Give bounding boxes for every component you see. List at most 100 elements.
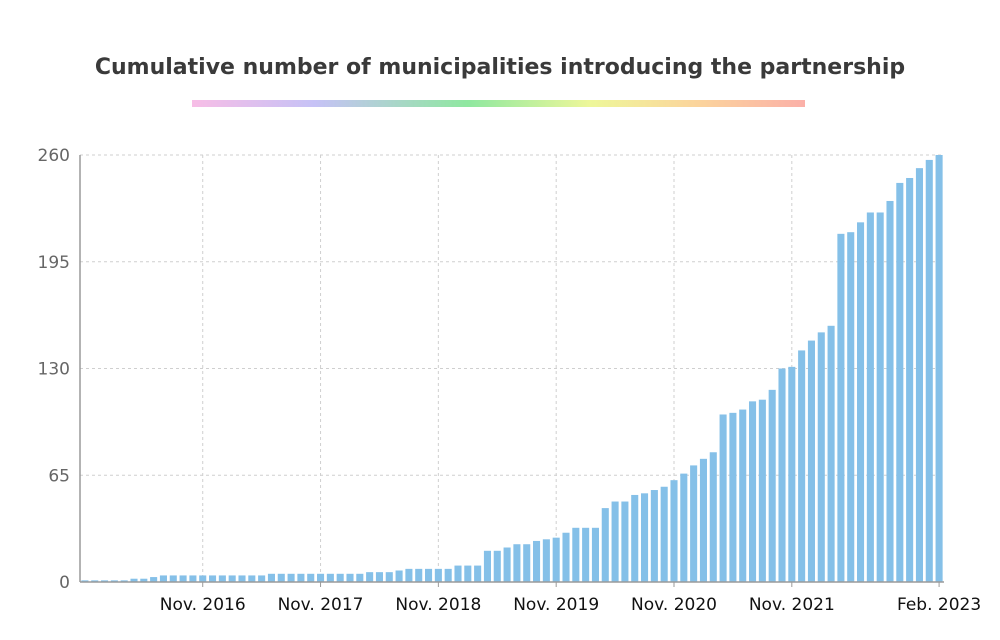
bar	[915, 168, 923, 582]
bar	[513, 544, 521, 582]
bar	[758, 399, 766, 582]
bar	[729, 412, 737, 582]
bar	[307, 573, 315, 582]
title-underline	[192, 100, 805, 107]
x-tick-label: Nov. 2019	[513, 595, 599, 615]
bar	[503, 547, 511, 582]
bar	[179, 575, 187, 582]
bar	[267, 573, 275, 582]
bar	[405, 568, 413, 582]
x-tick-label: Nov. 2020	[631, 595, 717, 615]
bar	[906, 177, 914, 583]
x-tick-label: Nov. 2021	[749, 595, 835, 615]
bar	[621, 501, 629, 582]
bar	[798, 350, 806, 582]
y-tick-label: 260	[38, 146, 70, 166]
bar	[218, 575, 226, 582]
bar	[81, 580, 89, 582]
bar	[641, 493, 649, 582]
bar	[739, 409, 747, 582]
bar	[238, 575, 246, 582]
x-tick-label: Feb. 2023	[897, 595, 981, 615]
bar	[454, 565, 462, 582]
bar	[297, 573, 305, 582]
bar	[248, 575, 256, 582]
y-tick-label: 0	[59, 573, 70, 593]
bar	[120, 580, 128, 582]
bar	[542, 539, 550, 582]
bar	[768, 389, 776, 582]
bar	[837, 233, 845, 582]
bar	[572, 527, 580, 582]
bar	[336, 573, 344, 582]
y-tick-label: 65	[48, 466, 70, 486]
bar	[552, 537, 560, 582]
bar	[159, 575, 167, 582]
bar	[827, 325, 835, 582]
bar	[670, 480, 678, 582]
bar	[925, 159, 933, 582]
bar	[857, 222, 865, 582]
bar	[385, 572, 393, 582]
bar	[91, 580, 99, 582]
x-tick-label: Nov. 2016	[160, 595, 246, 615]
bar	[591, 527, 599, 582]
bar	[434, 568, 442, 582]
bar	[287, 573, 295, 582]
bar	[896, 182, 904, 583]
bar	[415, 568, 423, 582]
bar	[719, 414, 727, 582]
bar	[326, 573, 334, 582]
bar	[258, 575, 266, 582]
bar	[631, 494, 639, 582]
bar	[935, 155, 943, 582]
bar	[228, 575, 236, 582]
bar	[493, 550, 501, 582]
bar	[709, 452, 717, 582]
bar	[101, 580, 109, 582]
bar	[876, 212, 884, 583]
bar	[582, 527, 590, 582]
y-tick-label: 195	[38, 253, 70, 273]
bar	[464, 565, 472, 582]
bar	[395, 570, 403, 582]
bar	[817, 332, 825, 582]
bar	[199, 575, 207, 582]
chart-title: Cumulative number of municipalities intr…	[94, 55, 906, 80]
bar	[483, 550, 491, 582]
bar	[474, 565, 482, 582]
bar	[601, 508, 609, 582]
x-tick-label: Nov. 2018	[395, 595, 481, 615]
bar	[886, 200, 894, 583]
bar	[788, 366, 796, 582]
bar	[807, 340, 815, 582]
bar	[523, 544, 531, 582]
bar	[317, 573, 325, 582]
bar	[366, 572, 374, 582]
bar	[140, 578, 148, 582]
bar	[699, 458, 707, 582]
bar	[562, 532, 570, 582]
bar	[150, 577, 158, 582]
bar	[425, 568, 433, 582]
bar	[209, 575, 217, 582]
bar	[189, 575, 197, 582]
bar	[749, 401, 757, 582]
bar	[847, 232, 855, 582]
bar	[110, 580, 118, 582]
y-tick-label: 130	[38, 360, 70, 380]
bar	[611, 501, 619, 582]
bar	[680, 473, 688, 582]
bar	[346, 573, 354, 582]
bar	[375, 572, 383, 582]
x-tick-label: Nov. 2017	[278, 595, 364, 615]
bar	[690, 465, 698, 582]
bar	[533, 540, 541, 582]
bar	[650, 490, 658, 582]
bar	[277, 573, 285, 582]
bar	[169, 575, 177, 582]
bar	[866, 212, 874, 583]
bar	[778, 368, 786, 582]
